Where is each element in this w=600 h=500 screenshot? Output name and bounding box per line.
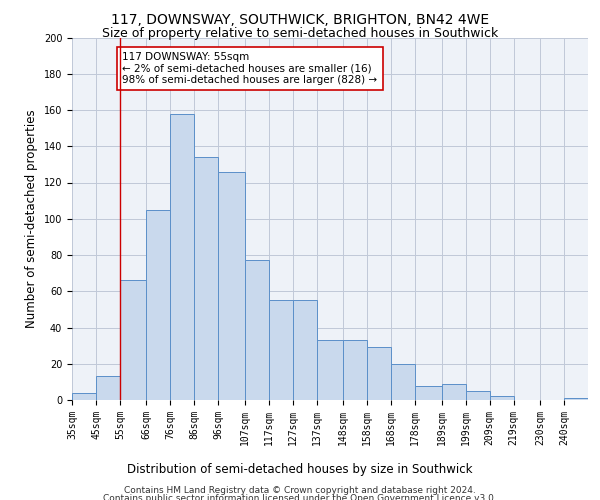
Text: Contains HM Land Registry data © Crown copyright and database right 2024.: Contains HM Land Registry data © Crown c… — [124, 486, 476, 495]
Bar — [564, 398, 588, 400]
Bar — [269, 300, 293, 400]
Text: Distribution of semi-detached houses by size in Southwick: Distribution of semi-detached houses by … — [127, 462, 473, 475]
Text: 117 DOWNSWAY: 55sqm
← 2% of semi-detached houses are smaller (16)
98% of semi-de: 117 DOWNSWAY: 55sqm ← 2% of semi-detache… — [122, 52, 377, 85]
Bar — [194, 157, 218, 400]
Bar — [120, 280, 146, 400]
Bar — [442, 384, 466, 400]
Bar — [72, 393, 96, 400]
Bar — [490, 396, 514, 400]
Bar — [367, 348, 391, 400]
Bar — [96, 376, 120, 400]
Bar — [415, 386, 442, 400]
Text: 117, DOWNSWAY, SOUTHWICK, BRIGHTON, BN42 4WE: 117, DOWNSWAY, SOUTHWICK, BRIGHTON, BN42… — [111, 12, 489, 26]
Bar — [146, 210, 170, 400]
Bar — [218, 172, 245, 400]
Bar — [170, 114, 194, 400]
Bar — [293, 300, 317, 400]
Bar — [391, 364, 415, 400]
Bar — [466, 391, 490, 400]
Text: Size of property relative to semi-detached houses in Southwick: Size of property relative to semi-detach… — [102, 28, 498, 40]
Bar — [343, 340, 367, 400]
Text: Contains public sector information licensed under the Open Government Licence v3: Contains public sector information licen… — [103, 494, 497, 500]
Y-axis label: Number of semi-detached properties: Number of semi-detached properties — [25, 110, 38, 328]
Bar — [317, 340, 343, 400]
Bar — [245, 260, 269, 400]
